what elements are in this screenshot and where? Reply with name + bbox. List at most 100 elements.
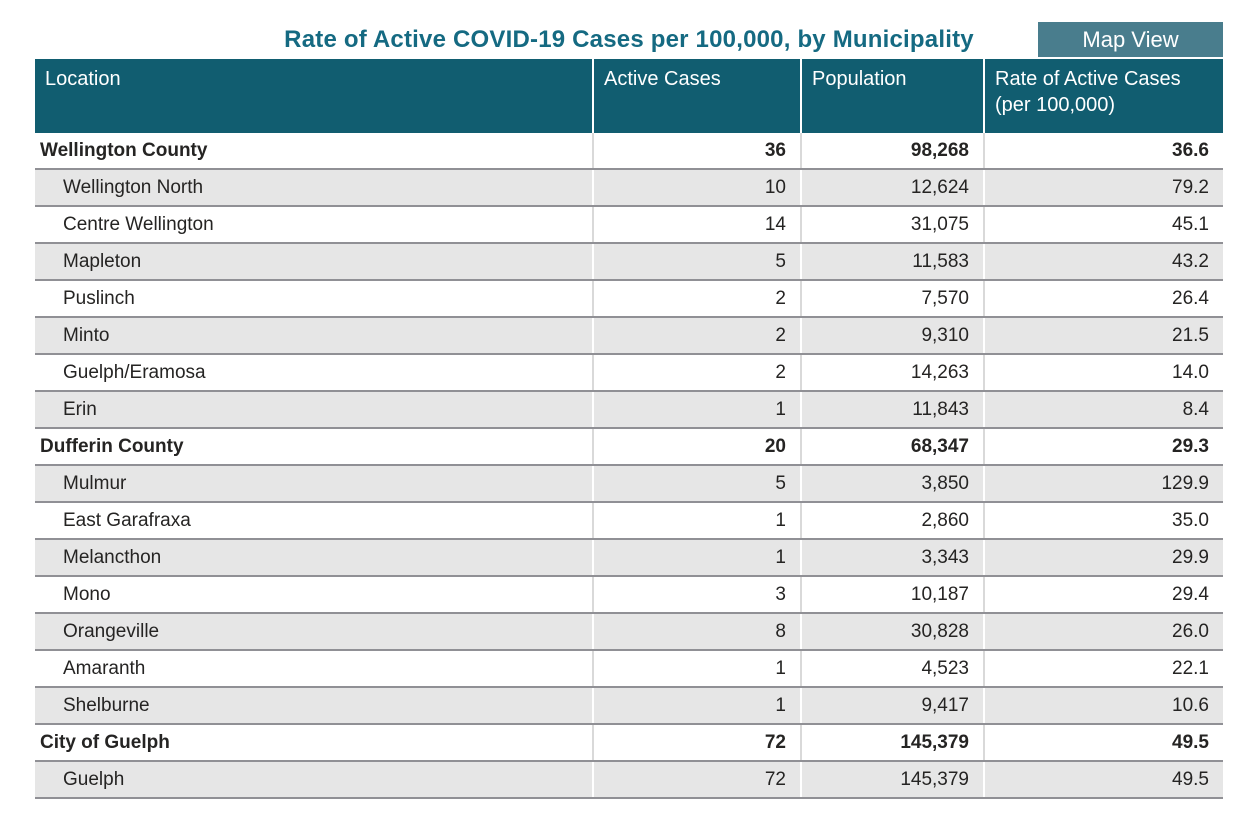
location-cell: Centre Wellington <box>63 214 214 235</box>
active-cases-cell: 3 <box>592 577 800 612</box>
rate-cell: 36.6 <box>983 133 1223 168</box>
table-row[interactable]: Wellington North 10 12,624 79.2 <box>35 170 1223 207</box>
active-cases-cell: 72 <box>592 725 800 760</box>
rate-cell: 26.0 <box>983 614 1223 649</box>
table-row[interactable]: Melancthon 1 3,343 29.9 <box>35 540 1223 577</box>
title-bar: Rate of Active COVID-19 Cases per 100,00… <box>35 20 1223 60</box>
population-cell: 145,379 <box>800 762 983 797</box>
rate-cell: 29.3 <box>983 429 1223 464</box>
table-row[interactable]: Minto 2 9,310 21.5 <box>35 318 1223 355</box>
location-cell: Amaranth <box>63 658 146 679</box>
rate-cell: 21.5 <box>983 318 1223 353</box>
map-view-button[interactable]: Map View <box>1038 22 1223 57</box>
table-row[interactable]: Guelph 72 145,379 49.5 <box>35 762 1223 799</box>
table-body: Wellington County 36 98,268 36.6 Welling… <box>35 133 1223 799</box>
table-row[interactable]: Guelph/Eramosa 2 14,263 14.0 <box>35 355 1223 392</box>
population-cell: 3,850 <box>800 466 983 501</box>
table-row[interactable]: Orangeville 8 30,828 26.0 <box>35 614 1223 651</box>
column-header-rate[interactable]: Rate of Active Cases (per 100,000) <box>983 59 1223 133</box>
rate-cell: 49.5 <box>983 762 1223 797</box>
active-cases-cell: 1 <box>592 540 800 575</box>
active-cases-cell: 36 <box>592 133 800 168</box>
rate-cell: 29.9 <box>983 540 1223 575</box>
active-cases-cell: 8 <box>592 614 800 649</box>
active-cases-cell: 1 <box>592 651 800 686</box>
active-cases-cell: 1 <box>592 503 800 538</box>
active-cases-cell: 5 <box>592 466 800 501</box>
population-cell: 68,347 <box>800 429 983 464</box>
column-header-active-cases[interactable]: Active Cases <box>592 59 800 133</box>
population-cell: 14,263 <box>800 355 983 390</box>
table-row[interactable]: Centre Wellington 14 31,075 45.1 <box>35 207 1223 244</box>
location-cell: Mapleton <box>63 251 142 272</box>
location-cell: Erin <box>63 399 97 420</box>
population-cell: 145,379 <box>800 725 983 760</box>
active-cases-cell: 2 <box>592 355 800 390</box>
active-cases-cell: 10 <box>592 170 800 205</box>
active-cases-cell: 2 <box>592 281 800 316</box>
location-cell: Dufferin County <box>40 436 184 457</box>
table-row[interactable]: Wellington County 36 98,268 36.6 <box>35 133 1223 170</box>
location-cell: East Garafraxa <box>63 510 191 531</box>
population-cell: 98,268 <box>800 133 983 168</box>
location-cell: Wellington North <box>63 177 204 198</box>
active-cases-cell: 72 <box>592 762 800 797</box>
location-cell: City of Guelph <box>40 732 170 753</box>
population-cell: 4,523 <box>800 651 983 686</box>
active-cases-cell: 1 <box>592 392 800 427</box>
population-cell: 7,570 <box>800 281 983 316</box>
location-cell: Mulmur <box>63 473 127 494</box>
rate-cell: 45.1 <box>983 207 1223 242</box>
rate-cell: 8.4 <box>983 392 1223 427</box>
population-cell: 12,624 <box>800 170 983 205</box>
table-row[interactable]: Mapleton 5 11,583 43.2 <box>35 244 1223 281</box>
population-cell: 30,828 <box>800 614 983 649</box>
rate-cell: 26.4 <box>983 281 1223 316</box>
active-cases-cell: 20 <box>592 429 800 464</box>
location-cell: Minto <box>63 325 110 346</box>
population-cell: 10,187 <box>800 577 983 612</box>
table-row[interactable]: Mulmur 5 3,850 129.9 <box>35 466 1223 503</box>
population-cell: 9,417 <box>800 688 983 723</box>
page-title: Rate of Active COVID-19 Cases per 100,00… <box>284 26 974 53</box>
table-row[interactable]: Amaranth 1 4,523 22.1 <box>35 651 1223 688</box>
population-cell: 2,860 <box>800 503 983 538</box>
active-cases-cell: 1 <box>592 688 800 723</box>
table-row[interactable]: Puslinch 2 7,570 26.4 <box>35 281 1223 318</box>
rate-cell: 22.1 <box>983 651 1223 686</box>
active-cases-cell: 14 <box>592 207 800 242</box>
population-cell: 31,075 <box>800 207 983 242</box>
population-cell: 9,310 <box>800 318 983 353</box>
rate-cell: 49.5 <box>983 725 1223 760</box>
table-row[interactable]: Dufferin County 20 68,347 29.3 <box>35 429 1223 466</box>
table-row[interactable]: Mono 3 10,187 29.4 <box>35 577 1223 614</box>
cases-table: Location Active Cases Population Rate of… <box>35 59 1223 799</box>
population-cell: 11,583 <box>800 244 983 279</box>
location-cell: Puslinch <box>63 288 135 309</box>
rate-cell: 10.6 <box>983 688 1223 723</box>
table-row[interactable]: Shelburne 1 9,417 10.6 <box>35 688 1223 725</box>
rate-cell: 29.4 <box>983 577 1223 612</box>
rate-cell: 35.0 <box>983 503 1223 538</box>
rate-cell: 14.0 <box>983 355 1223 390</box>
active-cases-cell: 2 <box>592 318 800 353</box>
rate-cell: 129.9 <box>983 466 1223 501</box>
location-cell: Melancthon <box>63 547 162 568</box>
table-row[interactable]: City of Guelph 72 145,379 49.5 <box>35 725 1223 762</box>
location-cell: Wellington County <box>40 140 208 161</box>
table-header-row: Location Active Cases Population Rate of… <box>35 59 1223 133</box>
location-cell: Guelph/Eramosa <box>63 362 206 383</box>
location-cell: Orangeville <box>63 621 160 642</box>
active-cases-cell: 5 <box>592 244 800 279</box>
population-cell: 3,343 <box>800 540 983 575</box>
table-row[interactable]: East Garafraxa 1 2,860 35.0 <box>35 503 1223 540</box>
location-cell: Mono <box>63 584 111 605</box>
column-header-location[interactable]: Location <box>45 68 121 90</box>
rate-cell: 79.2 <box>983 170 1223 205</box>
table-row[interactable]: Erin 1 11,843 8.4 <box>35 392 1223 429</box>
population-cell: 11,843 <box>800 392 983 427</box>
location-cell: Guelph <box>63 769 125 790</box>
column-header-population[interactable]: Population <box>800 59 983 133</box>
location-cell: Shelburne <box>63 695 150 716</box>
